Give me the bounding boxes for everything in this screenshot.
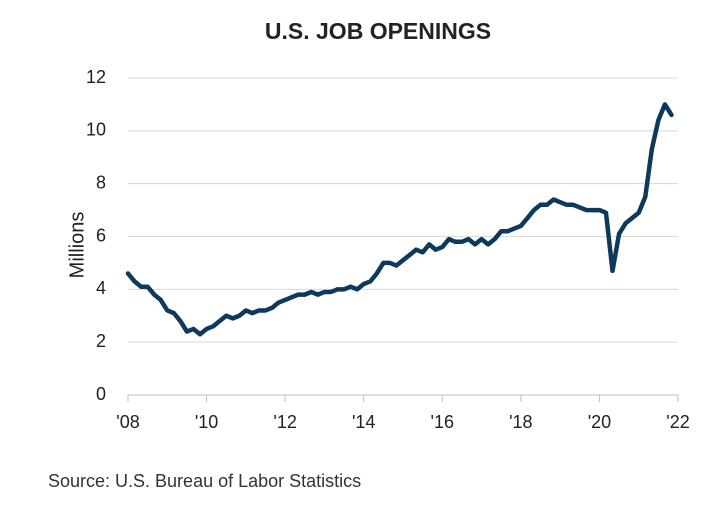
x-tick-label: '10 [195, 412, 218, 432]
x-tick-label: '08 [116, 412, 139, 432]
x-tick-label: '12 [273, 412, 296, 432]
y-tick-label: 0 [96, 384, 106, 404]
x-tick-label: '22 [666, 412, 689, 432]
y-tick-label: 6 [96, 225, 106, 245]
x-tick-label: '18 [509, 412, 532, 432]
y-tick-label: 8 [96, 172, 106, 192]
x-tick-label: '20 [588, 412, 611, 432]
source-note: Source: U.S. Bureau of Labor Statistics [48, 471, 361, 491]
x-tick-label: '16 [431, 412, 454, 432]
x-tick-label: '14 [352, 412, 375, 432]
y-tick-label: 12 [86, 67, 106, 87]
data-line [125, 102, 674, 337]
y-tick-label: 10 [86, 120, 106, 140]
chart-title: U.S. JOB OPENINGS [265, 18, 491, 44]
y-tick-label: 4 [96, 278, 106, 298]
y-axis-label: Millions [66, 212, 88, 279]
y-tick-label: 2 [96, 331, 106, 351]
